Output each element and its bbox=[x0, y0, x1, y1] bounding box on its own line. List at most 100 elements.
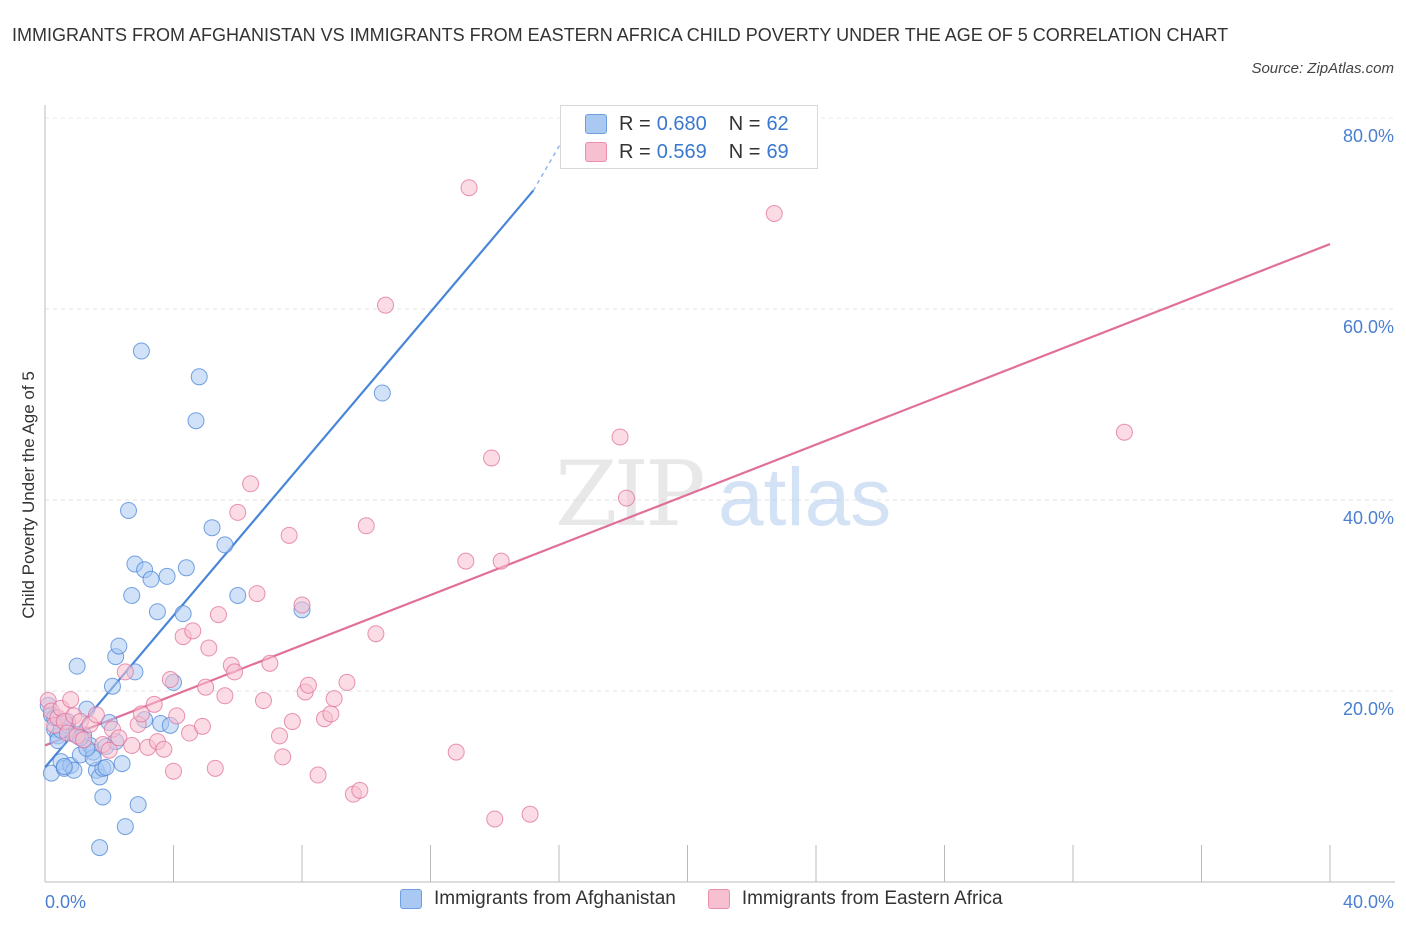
point-eastern-africa bbox=[229, 503, 247, 521]
point-afghanistan bbox=[97, 758, 115, 776]
point-eastern-africa bbox=[168, 707, 186, 725]
point-eastern-africa bbox=[483, 449, 501, 467]
point-eastern-africa bbox=[280, 526, 298, 544]
legend-row-afghanistan: R = 0.680 N = 62 bbox=[585, 110, 811, 138]
point-eastern-africa bbox=[145, 695, 163, 713]
point-eastern-africa bbox=[447, 743, 465, 761]
point-afghanistan bbox=[229, 587, 247, 604]
point-eastern-africa bbox=[460, 179, 478, 197]
point-eastern-africa bbox=[197, 678, 215, 696]
legend-r-value: 0.569 bbox=[656, 140, 707, 163]
point-afghanistan bbox=[91, 839, 109, 857]
chart-title: IMMIGRANTS FROM AFGHANISTAN VS IMMIGRANT… bbox=[12, 25, 1229, 45]
series-legend: Immigrants from Afghanistan Immigrants f… bbox=[400, 888, 1035, 910]
source-label: Source: ZipAtlas.com bbox=[1251, 60, 1394, 77]
point-eastern-africa bbox=[322, 705, 340, 723]
y-tick-label: 40.0% bbox=[1343, 508, 1394, 528]
legend-r-label: R = bbox=[619, 112, 651, 135]
point-eastern-africa bbox=[123, 736, 141, 754]
legend-swatch-eastern-africa bbox=[585, 142, 607, 162]
legend-swatch-afghanistan bbox=[400, 889, 422, 909]
y-tick-label: 80.0% bbox=[1343, 126, 1394, 146]
point-eastern-africa bbox=[193, 717, 211, 735]
legend-r-label: R = bbox=[619, 140, 651, 163]
legend-r-value: 0.680 bbox=[656, 112, 707, 135]
point-eastern-africa bbox=[242, 475, 260, 493]
point-eastern-africa bbox=[87, 706, 105, 724]
point-afghanistan bbox=[158, 567, 176, 585]
grid-lines bbox=[45, 117, 1395, 692]
point-eastern-africa bbox=[293, 596, 311, 614]
point-afghanistan bbox=[373, 384, 391, 402]
point-afghanistan bbox=[123, 587, 141, 604]
point-eastern-africa bbox=[617, 489, 635, 507]
axes bbox=[44, 105, 1395, 883]
x-tick-label: 40.0% bbox=[1343, 892, 1394, 912]
legend-n-label: N = bbox=[728, 140, 761, 163]
point-eastern-africa bbox=[155, 740, 173, 758]
legend-label-afghanistan: Immigrants from Afghanistan bbox=[434, 888, 676, 909]
point-eastern-africa bbox=[165, 762, 182, 780]
point-eastern-africa bbox=[132, 705, 150, 723]
legend-item-afghanistan[interactable]: Immigrants from Afghanistan bbox=[400, 888, 676, 910]
point-eastern-africa bbox=[62, 691, 80, 709]
point-afghanistan bbox=[129, 796, 147, 814]
point-eastern-africa bbox=[309, 766, 327, 784]
stats-legend: R = 0.680 N = 62 R = 0.569 N = 69 bbox=[560, 105, 818, 169]
point-eastern-africa bbox=[206, 759, 224, 777]
point-eastern-africa bbox=[1115, 423, 1133, 441]
data-points bbox=[39, 179, 1133, 857]
legend-swatch-afghanistan bbox=[585, 114, 607, 134]
point-eastern-africa bbox=[226, 663, 244, 681]
point-afghanistan bbox=[116, 818, 134, 836]
point-eastern-africa bbox=[261, 654, 279, 672]
point-eastern-africa bbox=[274, 748, 292, 766]
point-eastern-africa bbox=[271, 727, 289, 745]
point-eastern-africa bbox=[200, 639, 218, 657]
point-eastern-africa bbox=[75, 731, 93, 749]
point-eastern-africa bbox=[486, 810, 504, 828]
legend-swatch-eastern-africa bbox=[707, 889, 730, 909]
point-eastern-africa bbox=[367, 625, 385, 643]
axis-labels: 20.0% 40.0% 60.0% 80.0% 0.0% 40.0% bbox=[45, 126, 1394, 912]
point-afghanistan bbox=[132, 342, 150, 360]
point-afghanistan bbox=[148, 603, 166, 621]
point-eastern-africa bbox=[161, 671, 179, 689]
point-afghanistan bbox=[216, 536, 234, 554]
legend-row-eastern-africa: R = 0.569 N = 69 bbox=[585, 138, 811, 166]
point-afghanistan bbox=[113, 755, 131, 773]
watermark-atlas: atlas bbox=[718, 452, 891, 543]
point-eastern-africa bbox=[216, 687, 234, 705]
point-eastern-africa bbox=[299, 676, 317, 694]
x-tick-label: 0.0% bbox=[45, 892, 86, 912]
y-tick-label: 20.0% bbox=[1343, 699, 1394, 719]
point-afghanistan bbox=[142, 570, 160, 588]
point-afghanistan bbox=[68, 657, 86, 675]
point-eastern-africa bbox=[357, 517, 375, 535]
point-eastern-africa bbox=[248, 585, 266, 603]
point-eastern-africa bbox=[351, 781, 369, 799]
y-axis-title: Child Poverty Under the Age of 5 bbox=[19, 371, 38, 619]
point-afghanistan bbox=[103, 677, 121, 695]
point-eastern-africa bbox=[338, 673, 356, 691]
point-eastern-africa bbox=[254, 692, 272, 710]
point-eastern-africa bbox=[325, 690, 343, 708]
point-afghanistan bbox=[120, 502, 138, 520]
y-tick-label: 60.0% bbox=[1343, 317, 1394, 337]
point-afghanistan bbox=[110, 637, 128, 655]
legend-item-eastern-africa[interactable]: Immigrants from Eastern Africa bbox=[707, 888, 1003, 910]
point-afghanistan bbox=[187, 412, 205, 430]
point-afghanistan bbox=[55, 757, 73, 775]
legend-n-label: N = bbox=[728, 112, 761, 135]
legend-n-value: 69 bbox=[766, 140, 789, 163]
point-afghanistan bbox=[94, 788, 112, 806]
point-eastern-africa bbox=[184, 622, 202, 640]
watermark: ZIP atlas bbox=[555, 442, 891, 547]
point-eastern-africa bbox=[377, 296, 395, 314]
legend-label-eastern-africa: Immigrants from Eastern Africa bbox=[741, 888, 1003, 909]
point-eastern-africa bbox=[283, 713, 301, 731]
point-afghanistan bbox=[174, 605, 192, 623]
point-afghanistan bbox=[177, 559, 195, 577]
point-eastern-africa bbox=[116, 663, 134, 681]
point-eastern-africa bbox=[611, 428, 629, 446]
